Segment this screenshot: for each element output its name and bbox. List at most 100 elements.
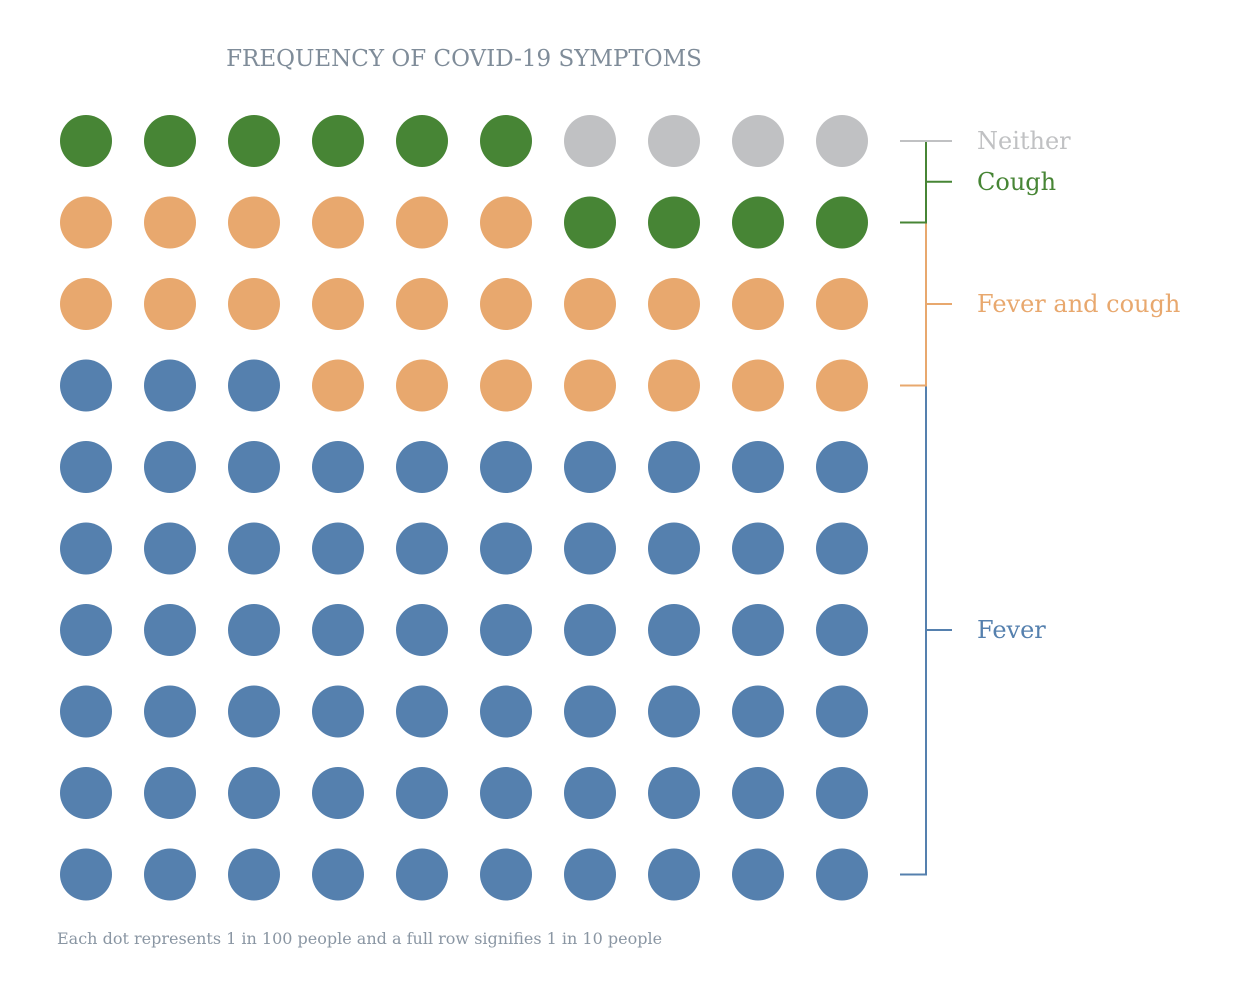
dot-fever <box>732 441 784 493</box>
legend-bracket-fever <box>900 384 952 876</box>
dot-neither <box>732 115 784 167</box>
dot-fever-and-cough <box>228 196 280 249</box>
dot-fever-and-cough <box>312 196 364 249</box>
dot-fever <box>564 441 616 493</box>
dot-fever <box>816 685 868 738</box>
legend: Fever Fever and cough Cough Neither <box>900 127 1180 876</box>
dot-fever <box>648 685 700 738</box>
dot-fever <box>396 848 448 901</box>
dot-fever <box>312 441 364 493</box>
dot-fever-and-cough <box>564 278 616 330</box>
dot-fever <box>480 522 532 575</box>
dot-fever <box>228 767 280 819</box>
dot-fever-and-cough <box>480 278 532 330</box>
legend-label-cough: Cough <box>977 168 1056 196</box>
dot-fever-and-cough <box>396 196 448 249</box>
dot-fever <box>144 441 196 493</box>
dot-fever <box>144 767 196 819</box>
dot-fever <box>564 685 616 738</box>
dot-fever-and-cough <box>312 359 364 412</box>
dot-fever <box>60 441 112 493</box>
dot-fever <box>396 767 448 819</box>
chart-title: FREQUENCY OF COVID-19 SYMPTOMS <box>226 46 702 72</box>
dot-cough <box>144 115 196 167</box>
dot-fever <box>480 848 532 901</box>
dot-fever <box>480 685 532 738</box>
chart-footnote: Each dot represents 1 in 100 people and … <box>57 929 662 948</box>
dot-fever <box>732 604 784 656</box>
dot-cough <box>396 115 448 167</box>
dot-neither <box>816 115 868 167</box>
dot-fever-and-cough <box>480 359 532 412</box>
dot-cough <box>816 196 868 249</box>
dot-fever-and-cough <box>396 359 448 412</box>
dot-fever <box>816 848 868 901</box>
dot-fever <box>228 522 280 575</box>
dot-fever <box>816 522 868 575</box>
dot-fever <box>732 685 784 738</box>
dot-fever-and-cough <box>732 278 784 330</box>
legend-bracket-fever-and-cough <box>900 221 952 387</box>
dot-fever-and-cough <box>564 359 616 412</box>
dot-fever-and-cough <box>480 196 532 249</box>
dot-fever <box>60 359 112 412</box>
dot-fever <box>396 604 448 656</box>
dot-fever <box>480 441 532 493</box>
dot-fever <box>648 604 700 656</box>
dot-fever <box>60 767 112 819</box>
dot-fever <box>312 767 364 819</box>
dot-fever <box>312 604 364 656</box>
dot-fever <box>144 604 196 656</box>
dot-fever <box>648 848 700 901</box>
dot-fever <box>60 522 112 575</box>
dot-cough <box>312 115 364 167</box>
dot-fever <box>144 522 196 575</box>
dot-fever <box>816 767 868 819</box>
dot-cough <box>60 115 112 167</box>
dot-fever <box>564 604 616 656</box>
dot-cough <box>480 115 532 167</box>
dot-cough <box>228 115 280 167</box>
dot-fever <box>396 522 448 575</box>
legend-label-fever: Fever <box>977 616 1046 644</box>
dot-fever <box>60 848 112 901</box>
dot-fever-and-cough <box>312 278 364 330</box>
dot-fever-and-cough <box>144 196 196 249</box>
dot-fever <box>564 522 616 575</box>
dot-fever <box>732 848 784 901</box>
dot-fever <box>480 604 532 656</box>
dot-fever-and-cough <box>648 278 700 330</box>
dot-fever <box>312 685 364 738</box>
dot-fever-and-cough <box>228 278 280 330</box>
dot-fever-and-cough <box>732 359 784 412</box>
dot-fever-and-cough <box>144 278 196 330</box>
legend-label-fever-and-cough: Fever and cough <box>977 290 1180 318</box>
dot-fever <box>228 604 280 656</box>
dot-fever <box>564 767 616 819</box>
dot-cough <box>564 196 616 249</box>
dot-fever-and-cough <box>648 359 700 412</box>
dot-fever-and-cough <box>816 278 868 330</box>
dot-fever <box>732 522 784 575</box>
dot-fever <box>564 848 616 901</box>
dot-fever <box>312 522 364 575</box>
dot-fever-and-cough <box>396 278 448 330</box>
dot-fever <box>144 685 196 738</box>
dot-fever <box>816 441 868 493</box>
dot-fever <box>312 848 364 901</box>
dot-fever <box>816 604 868 656</box>
dot-cough <box>648 196 700 249</box>
dot-fever <box>396 441 448 493</box>
dot-fever <box>144 848 196 901</box>
dot-fever <box>228 848 280 901</box>
dot-fever <box>60 604 112 656</box>
dot-fever <box>480 767 532 819</box>
dot-neither <box>648 115 700 167</box>
dot-fever <box>60 685 112 738</box>
dot-fever <box>228 441 280 493</box>
dot-grid <box>60 115 868 901</box>
dot-fever <box>648 767 700 819</box>
dot-fever <box>228 359 280 412</box>
legend-label-neither: Neither <box>977 127 1071 155</box>
dot-fever <box>648 522 700 575</box>
